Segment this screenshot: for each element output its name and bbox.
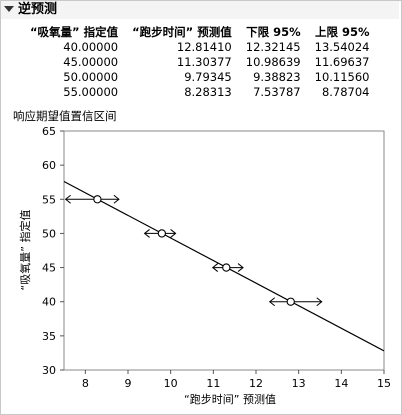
table-row: 50.00000 9.79345 9.38823 10.11560: [30, 70, 370, 85]
table-row: 45.00000 11.30377 10.98639 11.69637: [30, 55, 370, 70]
table-cell: 12.81410: [176, 40, 232, 54]
data-point: [157, 229, 167, 238]
x-tick-label: 8: [82, 377, 89, 390]
arrow-right-icon: [316, 297, 323, 307]
table-cell: 11.69637: [314, 55, 370, 69]
x-tick-label: 13: [292, 377, 306, 390]
plot-section-label: 响应期望值置信区间: [13, 109, 117, 123]
x-tick-label: 14: [334, 377, 348, 390]
data-point: [286, 297, 295, 306]
x-tick-label: 10: [164, 377, 178, 390]
table-cell: 9.38823: [253, 70, 301, 84]
arrow-right-icon: [237, 263, 244, 272]
table-cell: 45.00000: [63, 55, 119, 69]
x-tick-label: 11: [206, 377, 220, 390]
y-tick-label: 35: [42, 330, 56, 343]
table-row: 40.00000 12.81410 12.32145 13.54024: [30, 40, 370, 55]
arrow-right-icon: [170, 229, 177, 238]
table-header-row: “吸氧量” 指定值 “跑步时间” 预测值 下限 95% 上限 95%: [30, 24, 370, 40]
table-cell: 10.98639: [245, 55, 301, 69]
y-tick-label: 55: [42, 193, 56, 206]
x-tick-label: 12: [249, 377, 263, 390]
table-row: 55.00000 8.28313 7.53787 8.78704: [30, 85, 370, 100]
y-tick-label: 50: [42, 227, 56, 240]
data-point: [93, 195, 102, 204]
data-point: [222, 263, 231, 272]
y-tick-label: 60: [42, 159, 56, 172]
x-axis-label: “跑步时间” 预测值: [184, 392, 276, 406]
arrow-right-icon: [113, 194, 120, 204]
disclosure-triangle-icon[interactable]: [4, 6, 14, 12]
inverse-prediction-table: “吸氧量” 指定值 “跑步时间” 预测值 下限 95% 上限 95% 40.00…: [30, 24, 370, 100]
table-cell: 10.11560: [314, 70, 370, 84]
y-tick-label: 65: [42, 125, 56, 138]
table-cell: 8.28313: [184, 85, 232, 99]
arrow-left-icon: [211, 263, 219, 272]
column-header: 下限 95%: [246, 25, 301, 39]
y-tick-label: 30: [42, 364, 56, 377]
y-tick-label: 45: [42, 262, 56, 275]
arrow-left-icon: [64, 194, 71, 204]
y-axis-label: “吸氧量” 指定值: [18, 210, 32, 291]
column-header: “吸氧量” 指定值: [30, 25, 119, 39]
plot-frame: [63, 130, 385, 371]
table-cell: 9.79345: [184, 70, 232, 84]
table-cell: 12.32145: [245, 40, 301, 54]
table-cell: 50.00000: [63, 70, 119, 84]
table-cell: 13.54024: [314, 40, 370, 54]
table-cell: 40.00000: [63, 40, 119, 54]
table-cell: 8.78704: [321, 85, 370, 99]
x-tick-label: 9: [125, 377, 132, 390]
report-header[interactable]: [1, 1, 399, 19]
arrow-left-icon: [143, 229, 150, 238]
report-title: 逆预测: [18, 2, 58, 17]
table-cell: 55.00000: [63, 85, 119, 99]
column-header: 上限 95%: [314, 25, 370, 39]
x-tick-label: 15: [377, 377, 391, 390]
y-tick-label: 40: [42, 296, 56, 309]
table-cell: 7.53787: [253, 85, 301, 99]
column-header: “跑步时间” 预测值: [132, 25, 232, 39]
table-cell: 11.30377: [176, 55, 232, 69]
arrow-left-icon: [268, 297, 276, 307]
